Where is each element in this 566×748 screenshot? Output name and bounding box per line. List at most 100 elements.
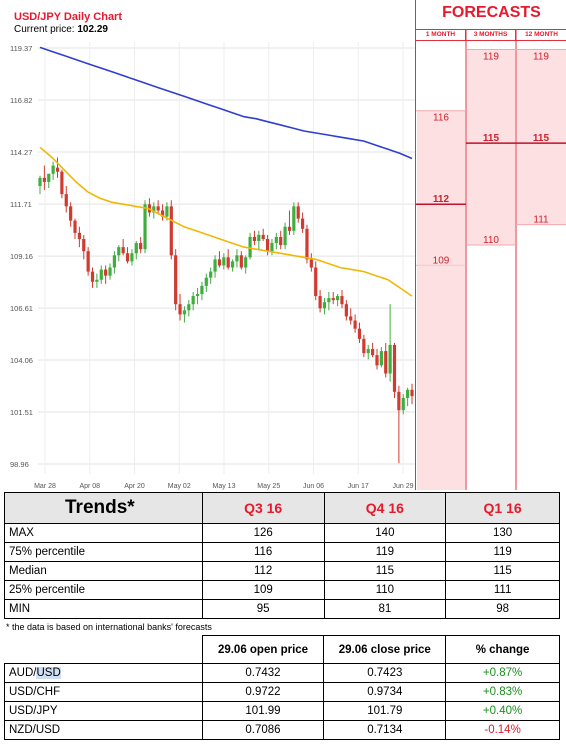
x-tick-label: Jun 06	[303, 483, 324, 490]
forecast-title: FORECASTS	[442, 4, 541, 21]
cell-value: 126	[201, 523, 325, 543]
candle-body	[134, 243, 138, 254]
candle-body	[222, 257, 226, 266]
candle-body	[152, 206, 156, 213]
candle-body	[379, 351, 383, 366]
candle-body	[230, 261, 235, 268]
open-price: 0.7432	[201, 663, 325, 683]
candle-body	[209, 271, 213, 278]
percent-change: -0.14%	[445, 720, 560, 740]
percent-change: +0.87%	[445, 663, 560, 683]
table-row: AUD/USD 0.7432 0.7423 +0.87%	[4, 663, 560, 683]
table-row: USD/CHF 0.9722 0.9734 +0.83%	[4, 682, 560, 702]
trends-title: Trends*	[4, 492, 203, 524]
cell-value: 140	[323, 523, 447, 543]
candle-body	[82, 238, 86, 252]
candle-body	[248, 236, 252, 258]
forecast-value-label: 119	[483, 52, 499, 63]
candle-body	[406, 389, 410, 398]
candle-body	[169, 206, 173, 256]
table-row: 75% percentile 116 119 119	[4, 542, 560, 562]
close-price: 0.7134	[323, 720, 447, 740]
cell-value: 115	[445, 561, 560, 581]
candle-body	[366, 349, 370, 354]
y-tick-label: 98.96	[10, 460, 29, 469]
y-tick-label: 109.16	[10, 252, 33, 261]
percent-change: +0.40%	[445, 701, 560, 721]
candle-body	[371, 349, 375, 356]
x-tick-label: May 25	[257, 483, 280, 490]
forecast-value-label: 111	[533, 215, 549, 226]
pair-label: NZD/USD	[4, 720, 203, 740]
usdjpy-chart: 119.37 116.82 114.27 111.71 109.16 106.61 104.…	[0, 0, 415, 490]
candle-body	[55, 167, 60, 172]
y-tick-label: 104.06	[10, 356, 33, 365]
x-tick-label: Apr 08	[79, 483, 100, 490]
row-label: 75% percentile	[4, 542, 203, 562]
candle-body	[191, 296, 195, 305]
candle-body	[384, 351, 388, 374]
candle-body	[235, 255, 239, 262]
chart-title: USD/JPY Daily Chart	[14, 11, 123, 23]
forecast-range-band	[417, 265, 465, 490]
candle-body	[99, 269, 103, 280]
cell-value: 116	[201, 542, 325, 562]
candle-body	[274, 236, 278, 244]
candle-body	[318, 296, 322, 309]
candle-body	[104, 269, 108, 276]
candle-body	[117, 247, 121, 256]
current-price: Current price: 102.29	[14, 24, 108, 35]
candle-body	[174, 255, 178, 305]
forecast-value-label: 115	[483, 133, 500, 144]
candle-body	[239, 255, 243, 268]
candle-body	[309, 259, 313, 268]
candle-body	[108, 267, 112, 276]
candle-body	[90, 271, 95, 282]
open-price: 0.7086	[201, 720, 325, 740]
footnote: * the data is based on international ban…	[6, 622, 212, 632]
candle-body	[287, 226, 292, 231]
candle-body	[296, 206, 300, 219]
table-row: MIN 95 81 98	[4, 599, 560, 619]
candle-body	[344, 304, 348, 317]
open-price: 0.9722	[201, 682, 325, 702]
candle-body	[178, 304, 182, 315]
y-tick-label: 116.82	[10, 96, 32, 105]
forecast-range-band	[417, 110, 465, 266]
pair-quote-highlighted[interactable]: USD	[36, 667, 61, 679]
candle-body	[397, 391, 401, 411]
candle-body	[226, 257, 230, 268]
current-price-value: 102.29	[77, 24, 108, 35]
cell-value: 119	[323, 542, 447, 562]
open-price: 101.99	[201, 701, 325, 721]
candle-body	[60, 171, 64, 195]
candle-body	[165, 206, 169, 217]
cell-value: 98	[445, 599, 560, 619]
candle-body	[336, 296, 340, 301]
forecast-header-3m: 3 MONTHS	[466, 29, 516, 41]
cell-value: 110	[323, 580, 447, 600]
candle-body	[195, 294, 200, 297]
candle-body	[217, 259, 222, 266]
candle-body	[375, 355, 379, 366]
trends-col-q3: Q3 16	[201, 492, 325, 524]
moving-average-short	[39, 146, 413, 297]
candle-body	[42, 177, 46, 182]
cell-value: 109	[201, 580, 325, 600]
candle-body	[69, 206, 73, 221]
candle-body	[283, 226, 287, 246]
table-row: Median 112 115 115	[4, 561, 560, 581]
trends-header-row: Trends* Q3 16 Q4 16 Q1 16	[4, 492, 560, 524]
candle-body	[357, 328, 362, 339]
candle-body	[292, 206, 296, 231]
y-tick-label: 111.71	[10, 200, 32, 209]
chart-canvas: 119.37 116.82 114.27 111.71 109.16 106.61 104.…	[10, 42, 415, 490]
col-open-price: 29.06 open price	[201, 635, 325, 664]
candle-body	[187, 304, 191, 311]
candle-body	[270, 243, 274, 252]
col-close-price: 29.06 close price	[323, 635, 447, 664]
candle-body	[410, 389, 414, 397]
close-price: 0.7423	[323, 663, 447, 683]
forecast-canvas: 116 112 109 119 115 110 119 115 111	[416, 29, 566, 490]
candle-body	[257, 234, 261, 242]
